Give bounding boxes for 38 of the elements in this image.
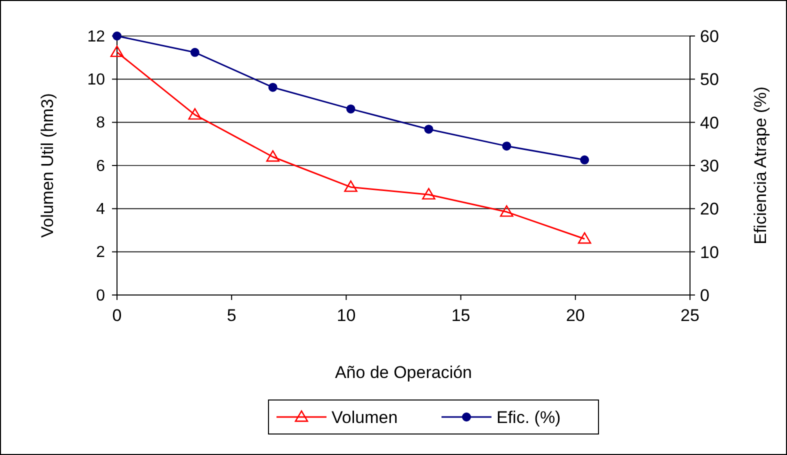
x-tick-label: 15 — [451, 306, 470, 325]
legend-label: Efic. (%) — [496, 408, 561, 427]
y2-axis-title: Eficiencia Atrape (%) — [751, 86, 770, 244]
point — [268, 82, 278, 92]
x-tick-label: 25 — [680, 306, 700, 325]
y-tick-label: 2 — [96, 244, 106, 262]
x-axis-title: Año de Operación — [334, 363, 472, 382]
point — [188, 108, 202, 120]
x-tick-label: 5 — [226, 306, 236, 325]
point — [580, 155, 590, 164]
legend-label: Volumen — [332, 408, 398, 427]
y2-tick-label: 40 — [700, 113, 719, 132]
point — [578, 232, 592, 244]
y2-tick-label: 10 — [700, 242, 719, 262]
y2-tick-label: 50 — [700, 70, 719, 90]
point — [502, 142, 512, 151]
y-tick-label: 12 — [87, 28, 106, 46]
point — [500, 205, 514, 217]
y-tick-label: 4 — [96, 200, 106, 218]
x-tick-label: 20 — [566, 306, 585, 325]
point — [110, 46, 124, 58]
y2-tick-label: 30 — [700, 156, 719, 176]
point — [346, 104, 356, 114]
y-tick-label: 0 — [96, 287, 106, 304]
y2-tick-label: 0 — [700, 286, 710, 305]
y2-tick-label: 60 — [700, 26, 719, 46]
point — [422, 188, 436, 200]
y-axis-title: Volumen Util (hm3) — [38, 93, 57, 238]
y-tick-label: 6 — [96, 158, 106, 175]
y-tick-label: 8 — [96, 114, 106, 132]
point — [190, 48, 200, 57]
x-tick-label: 0 — [112, 306, 122, 325]
point — [344, 180, 358, 192]
point — [424, 124, 434, 134]
y-tick-label: 10 — [87, 71, 106, 88]
y2-tick-label: 20 — [700, 200, 719, 219]
x-tick-label: 10 — [336, 306, 356, 325]
point — [266, 150, 280, 162]
